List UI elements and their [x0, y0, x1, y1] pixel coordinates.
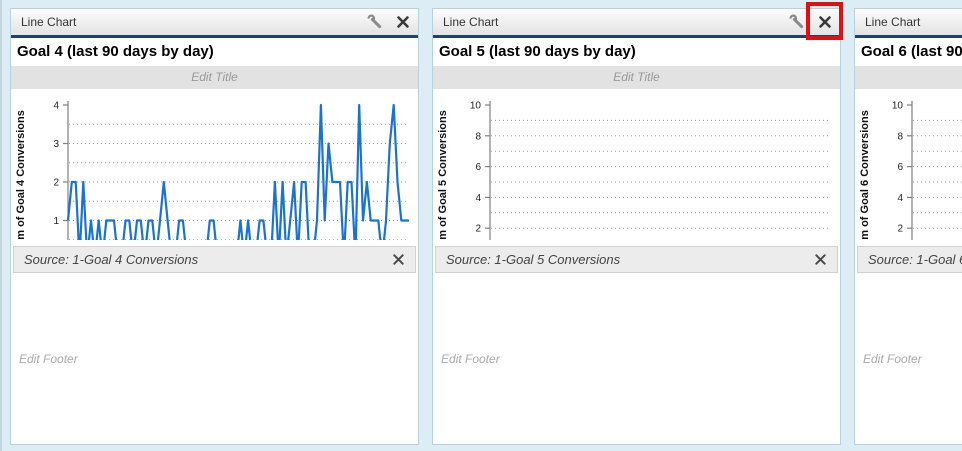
svg-text:2: 2 [53, 178, 59, 189]
svg-text:8: 8 [897, 131, 903, 142]
widget-type-label: Line Chart [865, 15, 921, 29]
line-chart-widget-goal4: Line Chart Goal 4 (last 90 days by day) … [10, 8, 419, 445]
widget-type-label: Line Chart [443, 15, 499, 29]
svg-text:Sum of Goal 5 Conversions: Sum of Goal 5 Conversions [437, 110, 449, 240]
line-chart-widget-goal5: Line Chart Goal 5 (last 90 days by day) … [432, 8, 841, 445]
chart-area: 0123411/17/201311/23/201311/29/201312/5/… [11, 89, 418, 240]
line-chart-svg: 0123411/17/201311/23/201311/29/201312/5/… [15, 101, 409, 240]
source-text: Source: 1-Goal 4 Conversions [24, 252, 199, 267]
line-chart-svg: 024681011/17/201311/23/201311/29/201312/… [437, 101, 831, 240]
close-icon[interactable] [818, 15, 832, 29]
widget-header[interactable]: Line Chart [855, 9, 962, 38]
widget-header[interactable]: Line Chart [433, 9, 840, 38]
remove-source-icon[interactable] [392, 253, 405, 266]
svg-text:4: 4 [53, 101, 59, 112]
source-text: Source: 1-Goal 5 Conversions [446, 252, 621, 267]
source-bar: Source: 1-Goal 4 Conversions [13, 246, 416, 273]
source-text: Source: 1-Goal 6 Conversions [868, 252, 962, 267]
svg-text:4: 4 [475, 193, 481, 204]
line-chart-svg: 024681011/17/201311/23/201311/29/201312/… [859, 101, 962, 240]
edit-footer-field[interactable]: Edit Footer [855, 273, 962, 444]
settings-wrench-icon[interactable] [789, 14, 805, 30]
svg-text:10: 10 [892, 101, 904, 112]
close-icon[interactable] [396, 15, 410, 29]
svg-text:Sum of Goal 6 Conversions: Sum of Goal 6 Conversions [859, 110, 871, 240]
chart-title[interactable]: Goal 6 (last 90 days by day) [861, 43, 962, 60]
svg-text:6: 6 [897, 162, 903, 173]
widget-type-label: Line Chart [21, 15, 77, 29]
svg-text:2: 2 [897, 224, 903, 235]
svg-text:8: 8 [475, 131, 481, 142]
chart-area: 024681011/17/201311/23/201311/29/201312/… [855, 89, 962, 240]
svg-text:1: 1 [53, 216, 59, 227]
source-bar: Source: 1-Goal 5 Conversions [435, 246, 838, 273]
edit-footer-field[interactable]: Edit Footer [11, 273, 418, 444]
chart-title[interactable]: Goal 5 (last 90 days by day) [439, 43, 636, 60]
svg-text:3: 3 [53, 139, 59, 150]
annotation-highlight [806, 2, 843, 40]
chart-title[interactable]: Goal 4 (last 90 days by day) [17, 43, 214, 60]
edit-title-field[interactable]: Edit Title [855, 66, 962, 89]
page-left-edge [0, 0, 2, 451]
chart-area: 024681011/17/201311/23/201311/29/201312/… [433, 89, 840, 240]
svg-text:6: 6 [475, 162, 481, 173]
svg-text:4: 4 [897, 193, 903, 204]
edit-title-field[interactable]: Edit Title [11, 66, 418, 89]
line-chart-widget-goal6: Line Chart Goal 6 (last 90 days by day) … [854, 8, 962, 445]
svg-text:Sum of Goal 4 Conversions: Sum of Goal 4 Conversions [15, 110, 27, 240]
svg-text:10: 10 [470, 101, 482, 112]
widget-header[interactable]: Line Chart [11, 9, 418, 38]
edit-footer-field[interactable]: Edit Footer [433, 273, 840, 444]
svg-text:2: 2 [475, 224, 481, 235]
settings-wrench-icon[interactable] [367, 14, 383, 30]
edit-title-field[interactable]: Edit Title [433, 66, 840, 89]
remove-source-icon[interactable] [814, 253, 827, 266]
source-bar: Source: 1-Goal 6 Conversions [857, 246, 962, 273]
